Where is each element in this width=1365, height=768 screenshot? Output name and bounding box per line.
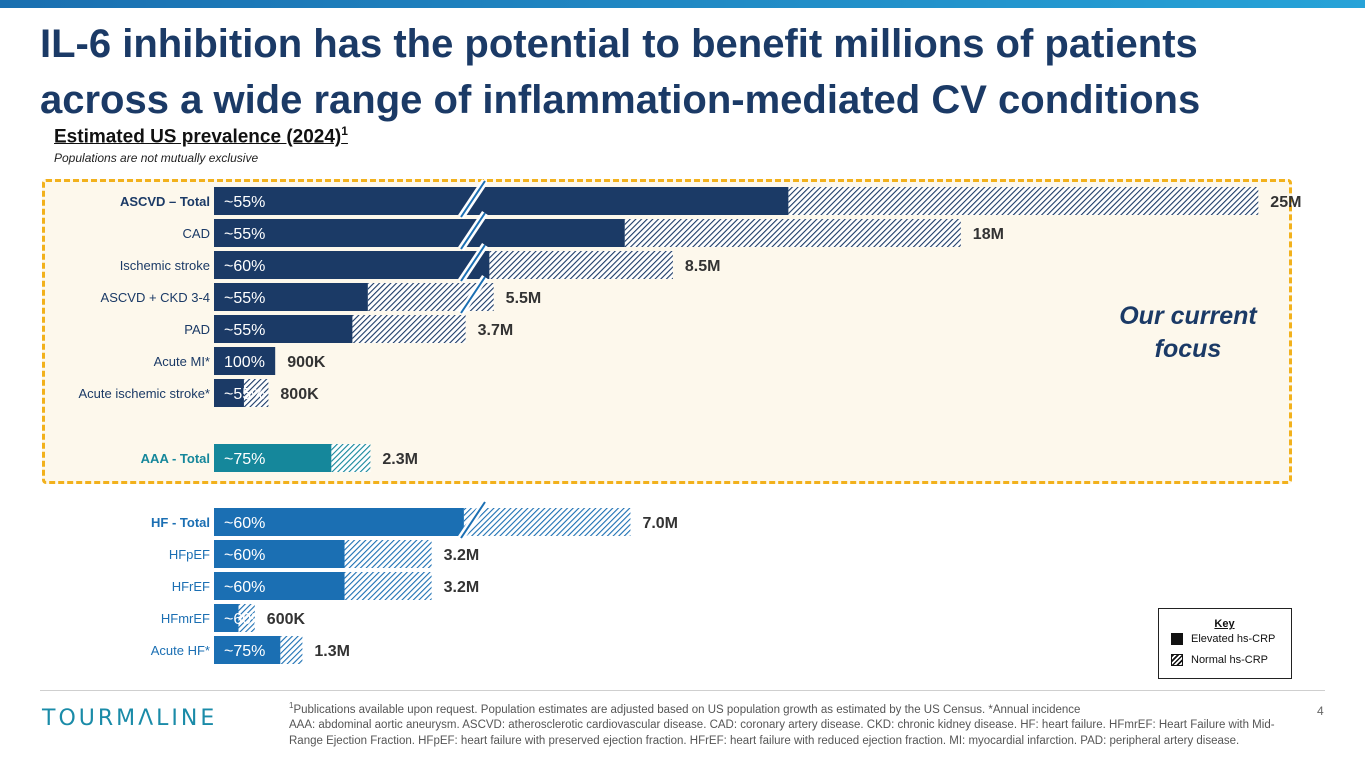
footnote-line1: Publications available upon request. Pop…: [293, 703, 1081, 716]
row-label-aaa-total: AAA - Total: [141, 451, 210, 466]
bar-percent-hfpef: ~60%: [224, 547, 265, 564]
row-label-ascvd-total: ASCVD – Total: [120, 194, 210, 209]
legend-item-normal: Normal hs-CRP: [1171, 654, 1268, 666]
chart-subtitle-footnote-ref: 1: [341, 124, 348, 138]
bar-elevated-hf-total: [214, 508, 464, 536]
bar-percent-aaa-total: ~75%: [224, 451, 265, 468]
row-label-hfpef: HFpEF: [169, 547, 210, 562]
bar-percent-hfmref: ~60%: [224, 611, 265, 628]
bar-normal-ischemic-stroke: [489, 251, 673, 279]
bar-elevated-ischemic-stroke: [214, 251, 490, 279]
bar-elevated-acute-hf: [214, 636, 281, 664]
bar-percent-ischemic-stroke: ~60%: [224, 258, 265, 275]
bar-total-hf-total: 7.0M: [642, 515, 678, 532]
bar-total-aaa-total: 2.3M: [382, 451, 418, 468]
bar-total-hfref: 3.2M: [444, 579, 480, 596]
axis-break-line-hf-total: [460, 501, 486, 539]
focus-label-line2: focus: [1154, 335, 1222, 363]
bar-normal-cad: [624, 219, 961, 247]
bar-elevated-ascvd-ckd-3-4: [214, 283, 368, 311]
bar-total-ischemic-stroke: 8.5M: [685, 258, 721, 275]
bar-elevated-aaa-total: [214, 444, 332, 472]
bar-normal-acute-ischemic-stroke: [243, 379, 269, 407]
bar-normal-hfref: [344, 572, 432, 600]
bar-elevated-ascvd-total: [214, 187, 789, 215]
bar-elevated-pad: [214, 315, 353, 343]
row-label-hf-total: HF - Total: [151, 515, 210, 530]
bar-percent-hf-total: ~60%: [224, 515, 265, 532]
bar-percent-acute-ischemic-stroke: ~55%: [224, 386, 265, 403]
legend-label-normal: Normal hs-CRP: [1191, 654, 1269, 666]
bar-total-acute-hf: 1.3M: [314, 643, 350, 660]
bar-normal-ascvd-total: [788, 187, 1259, 215]
bar-total-ascvd-ckd-3-4: 5.5M: [506, 290, 542, 307]
top-accent-bar: [0, 0, 1365, 8]
footnote-line2: AAA: abdominal aortic aneurysm. ASCVD: a…: [289, 719, 1275, 747]
bar-total-cad: 18M: [973, 226, 1004, 243]
bar-percent-ascvd-ckd-3-4: ~55%: [224, 290, 265, 307]
bar-elevated-hfref: [214, 572, 345, 600]
bar-elevated-hfmref: [214, 604, 239, 632]
bar-total-pad: 3.7M: [478, 322, 514, 339]
bar-normal-pad: [352, 315, 466, 343]
footnote-ref: 1: [289, 701, 294, 710]
bar-percent-cad: ~55%: [224, 226, 265, 243]
row-label-cad: CAD: [183, 226, 210, 241]
row-label-hfmref: HFmrEF: [161, 611, 210, 626]
row-label-pad: PAD: [184, 322, 210, 337]
row-label-hfref: HFrEF: [172, 579, 210, 594]
bar-normal-hfmref: [238, 604, 255, 632]
chart-subtitle: Estimated US prevalence (2024)1: [54, 124, 348, 148]
bar-elevated-acute-ischemic-stroke: [214, 379, 244, 407]
our-current-focus-label: Our current focus: [1096, 300, 1280, 366]
bar-normal-aaa-total: [331, 444, 371, 472]
page-number: 4: [1317, 704, 1324, 718]
bar-total-acute-mi: 900K: [287, 354, 326, 371]
axis-break-line-ascvd-total: [460, 180, 486, 218]
legend-title: Key: [1214, 618, 1235, 630]
bar-total-ascvd-total: 25M: [1270, 194, 1301, 211]
row-label-acute-mi: Acute MI*: [154, 354, 210, 369]
footnote: 1Publications available upon request. Po…: [289, 698, 1289, 749]
chart-subtitle-text: Estimated US prevalence (2024): [54, 126, 342, 148]
bar-normal-acute-hf: [280, 636, 303, 664]
axis-break-line-ascvd-ckd-3-4: [460, 276, 486, 314]
bar-normal-hf-total: [463, 508, 631, 536]
row-label-acute-ischemic-stroke: Acute ischemic stroke*: [79, 386, 211, 401]
page-title: IL-6 inhibition has the potential to ben…: [40, 16, 1330, 128]
row-label-ascvd-ckd-3-4: ASCVD + CKD 3-4: [101, 290, 210, 305]
axis-break-line-cad: [460, 212, 486, 250]
bar-percent-acute-mi: 100%: [224, 354, 265, 371]
row-label-ischemic-stroke: Ischemic stroke: [120, 258, 210, 273]
legend-key: Key Elevated hs-CRP Normal hs-CRP: [1158, 608, 1292, 679]
bar-elevated-acute-mi: [214, 347, 276, 375]
footer-divider: [40, 690, 1325, 691]
row-label-acute-hf: Acute HF*: [151, 643, 210, 658]
legend-item-elevated: Elevated hs-CRP: [1171, 633, 1275, 645]
page-title-line1: IL-6 inhibition has the potential to ben…: [40, 22, 1198, 66]
bar-elevated-hfpef: [214, 540, 345, 568]
hatched-swatch-icon: [1171, 654, 1183, 666]
focus-label-line1: Our current: [1119, 302, 1257, 330]
prevalence-bar-chart: ASCVD – Total ~55% 25M CAD ~55% 18M Ischemic s…: [79, 179, 1301, 664]
bar-total-hfmref: 600K: [267, 611, 306, 628]
bar-normal-hfpef: [344, 540, 432, 568]
axis-break-line-ischemic-stroke: [460, 244, 486, 282]
legend-label-elevated: Elevated hs-CRP: [1191, 633, 1276, 645]
bar-percent-hfref: ~60%: [224, 579, 265, 596]
bar-total-acute-ischemic-stroke: 800K: [280, 386, 319, 403]
bar-percent-pad: ~55%: [224, 322, 265, 339]
page-title-line2: across a wide range of inflammation-medi…: [40, 78, 1201, 122]
chart-subnote: Populations are not mutually exclusive: [54, 151, 259, 165]
company-logo: TOURMΛLINE: [42, 706, 218, 731]
bar-elevated-cad: [214, 219, 625, 247]
bar-total-hfpef: 3.2M: [444, 547, 480, 564]
bar-percent-acute-hf: ~75%: [224, 643, 265, 660]
solid-swatch-icon: [1171, 633, 1183, 645]
bar-percent-ascvd-total: ~55%: [224, 194, 265, 211]
